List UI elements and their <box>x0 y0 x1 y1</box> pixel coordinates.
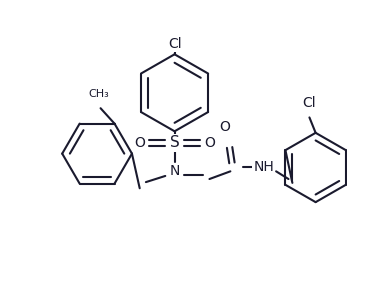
Text: O: O <box>220 120 230 134</box>
Text: Cl: Cl <box>303 96 316 110</box>
Text: Cl: Cl <box>168 36 181 51</box>
Text: N: N <box>169 164 180 178</box>
Text: S: S <box>170 135 179 150</box>
Text: O: O <box>134 136 145 150</box>
Text: NH: NH <box>253 161 274 175</box>
Text: O: O <box>204 136 215 150</box>
Text: CH₃: CH₃ <box>89 89 109 99</box>
